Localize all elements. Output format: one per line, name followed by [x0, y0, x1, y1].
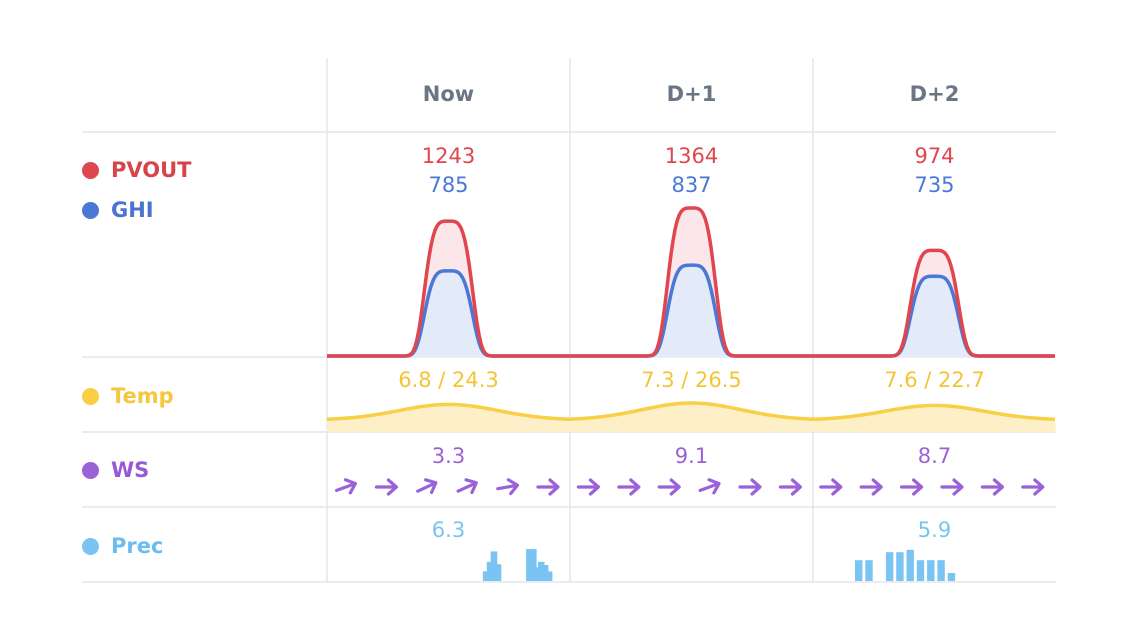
wind-arrow-shape — [657, 478, 681, 496]
precip-bar — [885, 552, 894, 581]
ghi-value-1: 837 — [671, 173, 711, 197]
wind-arrow-shape — [940, 478, 964, 496]
legend-ws-label: WS — [111, 458, 150, 482]
precip-bar — [541, 565, 549, 581]
wind-arrow-shape — [335, 478, 357, 495]
wind-arrow-shape — [738, 478, 762, 496]
ws-value-2: 8.7 — [918, 444, 951, 468]
precip-bar — [927, 560, 935, 581]
legend-ghi: GHI — [82, 198, 154, 222]
ghi-value-0: 785 — [428, 173, 468, 197]
precip-bar — [937, 560, 945, 581]
pvout-value-2: 974 — [914, 144, 954, 168]
ws-legend-dot — [82, 461, 99, 479]
precip-bar — [482, 571, 490, 581]
wind-arrow-shape — [496, 478, 520, 496]
precip-bar — [855, 560, 863, 581]
pvout-value-1: 1364 — [665, 144, 718, 168]
wind-arrow-shape — [980, 478, 1005, 496]
wind-arrow-shape — [374, 478, 398, 496]
pvout-value-0: 1243 — [422, 144, 475, 168]
wind-arrow-icon — [576, 478, 601, 496]
precip-bar — [530, 549, 537, 581]
temp-value-2: 7.6 / 22.7 — [884, 368, 985, 392]
wind-arrow-icon — [738, 478, 762, 496]
wind-arrow-shape — [576, 478, 601, 496]
wind-arrow-shape — [819, 478, 843, 496]
wind-arrow-shape — [899, 478, 924, 496]
legend-ws: WS — [82, 458, 149, 482]
wind-arrow-shape — [456, 478, 478, 495]
wind-arrow-icon — [657, 478, 681, 496]
precip-bar — [534, 567, 541, 581]
precip-bar — [947, 573, 956, 581]
wind-arrow-icon — [778, 478, 803, 496]
wind-arrow-icon — [819, 478, 843, 496]
wind-arrow-icon — [1021, 478, 1045, 496]
prec-value-0: 6.3 — [432, 518, 465, 542]
prec-value-2: 5.9 — [918, 518, 951, 542]
ghi-area — [327, 265, 1056, 356]
prec-legend-dot — [82, 537, 99, 555]
wind-arrow-icon — [374, 478, 398, 496]
wind-arrow-shape — [698, 478, 721, 495]
precip-bar — [545, 571, 553, 581]
wind-arrow-shape — [617, 478, 641, 496]
temp-line — [326, 401, 1056, 421]
ws-value-0: 3.3 — [432, 444, 465, 468]
temp-area — [327, 403, 1056, 432]
wind-arrow-icon — [899, 478, 924, 496]
wind-arrow-shape — [536, 478, 560, 496]
pvout-legend-dot — [82, 161, 99, 179]
precip-bar — [494, 564, 502, 581]
wind-arrow-shape — [416, 478, 438, 495]
wind-arrow-icon — [496, 478, 520, 496]
precip-bar — [526, 549, 533, 581]
precip-bar — [896, 552, 904, 581]
temp-legend-dot — [82, 387, 99, 405]
temp-value-0: 6.8 / 24.3 — [398, 368, 499, 392]
wind-arrow-icon — [859, 478, 883, 496]
wind-arrow-icon — [416, 478, 438, 495]
wind-arrow-icon — [456, 478, 478, 495]
wind-arrow-shape — [859, 478, 883, 496]
precip-bar — [916, 560, 925, 581]
legend-prec-label: Prec — [111, 534, 164, 558]
wind-arrow-icon — [617, 478, 641, 496]
legend-temp: Temp — [82, 384, 174, 408]
ghi-legend-dot — [82, 201, 99, 219]
precip-bar — [490, 551, 498, 581]
pvout-line — [327, 206, 1055, 358]
wind-arrow-icon — [980, 478, 1005, 496]
precip-bar — [486, 561, 494, 581]
legend-pvout: PVOUT — [82, 158, 192, 182]
ws-value-1: 9.1 — [675, 444, 708, 468]
wind-arrow-icon — [536, 478, 560, 496]
precip-bar — [865, 560, 873, 581]
temp-value-1: 7.3 / 26.5 — [641, 368, 742, 392]
ghi-value-2: 735 — [914, 173, 954, 197]
legend-ghi-label: GHI — [111, 198, 154, 222]
wind-arrow-icon — [940, 478, 964, 496]
precip-bar — [537, 561, 545, 581]
legend-temp-label: Temp — [111, 384, 174, 408]
column-header-1: D+1 — [667, 82, 717, 106]
precip-bar — [906, 549, 914, 581]
column-header-2: D+2 — [910, 82, 960, 106]
wind-arrow-shape — [778, 478, 803, 496]
legend-pvout-label: PVOUT — [111, 158, 192, 182]
wind-arrow-shape — [1021, 478, 1045, 496]
column-header-0: Now — [423, 82, 474, 106]
ghi-line — [327, 263, 1055, 358]
legend-prec: Prec — [82, 534, 163, 558]
wind-arrow-icon — [335, 478, 357, 495]
wind-arrow-icon — [698, 478, 721, 495]
